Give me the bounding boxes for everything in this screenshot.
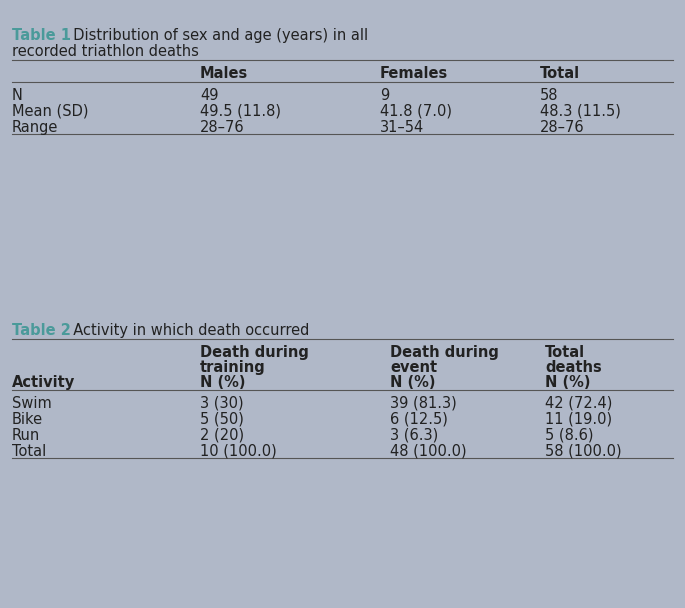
Text: Death during: Death during: [200, 345, 309, 360]
Text: 49: 49: [200, 88, 219, 103]
Text: 58 (100.0): 58 (100.0): [545, 444, 621, 459]
Text: 3 (6.3): 3 (6.3): [390, 428, 438, 443]
Text: Range: Range: [12, 120, 58, 135]
Text: 48 (100.0): 48 (100.0): [390, 444, 466, 459]
Text: 28–76: 28–76: [540, 120, 584, 135]
Text: deaths: deaths: [545, 360, 601, 375]
Text: 3 (30): 3 (30): [200, 396, 244, 411]
Text: 5 (50): 5 (50): [200, 412, 244, 427]
Text: 58: 58: [540, 88, 558, 103]
Text: N (%): N (%): [200, 375, 245, 390]
Text: event: event: [390, 360, 437, 375]
Text: Bike: Bike: [12, 412, 43, 427]
Text: N (%): N (%): [390, 375, 436, 390]
Text: Table 1: Table 1: [12, 28, 71, 43]
Text: 28–76: 28–76: [200, 120, 245, 135]
Text: Total: Total: [545, 345, 585, 360]
Text: Activity: Activity: [12, 375, 75, 390]
Text: 5 (8.6): 5 (8.6): [545, 428, 593, 443]
Text: Total: Total: [12, 444, 47, 459]
Text: Activity in which death occurred: Activity in which death occurred: [64, 323, 310, 338]
Text: 49.5 (11.8): 49.5 (11.8): [200, 104, 281, 119]
Text: 6 (12.5): 6 (12.5): [390, 412, 448, 427]
Text: 42 (72.4): 42 (72.4): [545, 396, 612, 411]
Text: 11 (19.0): 11 (19.0): [545, 412, 612, 427]
Text: Males: Males: [200, 66, 248, 81]
Text: Table 2: Table 2: [12, 323, 71, 338]
Text: 10 (100.0): 10 (100.0): [200, 444, 277, 459]
Text: Run: Run: [12, 428, 40, 443]
Text: recorded triathlon deaths: recorded triathlon deaths: [12, 44, 199, 59]
Text: Mean (SD): Mean (SD): [12, 104, 88, 119]
Text: Total: Total: [540, 66, 580, 81]
Text: 9: 9: [380, 88, 389, 103]
Text: Death during: Death during: [390, 345, 499, 360]
Text: N: N: [12, 88, 23, 103]
Text: 41.8 (7.0): 41.8 (7.0): [380, 104, 452, 119]
Text: Distribution of sex and age (years) in all: Distribution of sex and age (years) in a…: [64, 28, 368, 43]
Text: Swim: Swim: [12, 396, 52, 411]
Text: N (%): N (%): [545, 375, 590, 390]
Text: 31–54: 31–54: [380, 120, 424, 135]
Text: 48.3 (11.5): 48.3 (11.5): [540, 104, 621, 119]
Text: 2 (20): 2 (20): [200, 428, 244, 443]
Text: 39 (81.3): 39 (81.3): [390, 396, 457, 411]
Text: training: training: [200, 360, 266, 375]
Text: Females: Females: [380, 66, 448, 81]
